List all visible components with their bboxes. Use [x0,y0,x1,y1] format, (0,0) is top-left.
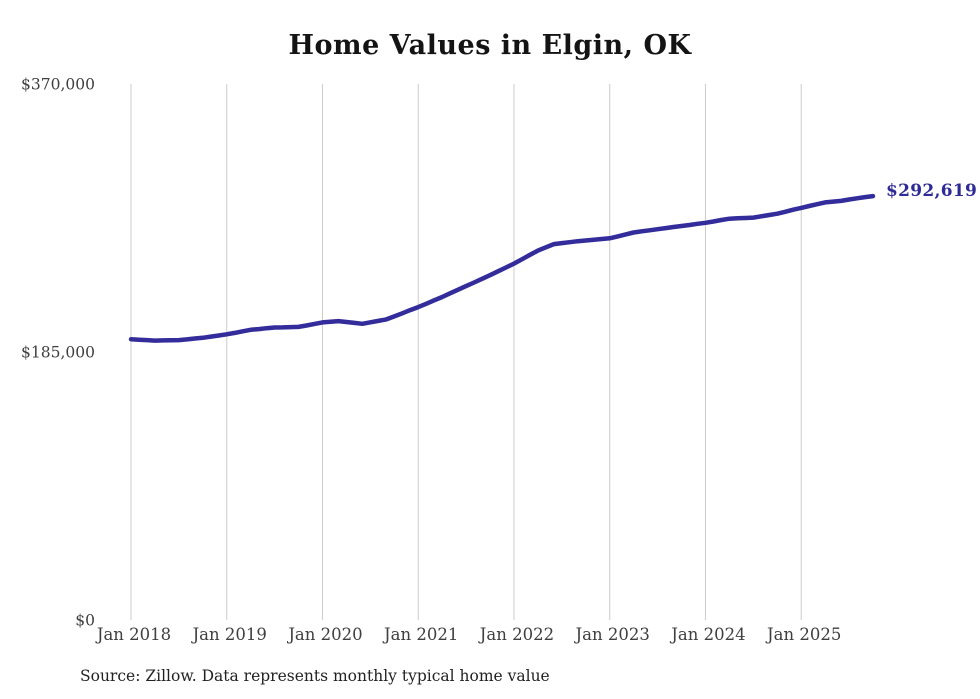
x-axis-tick-label: Jan 2019 [191,625,267,644]
latest-value-label: $292,619 [886,181,978,201]
x-axis-tick-label: Jan 2022 [478,625,554,644]
chart-title: Home Values in Elgin, OK [288,30,692,61]
x-axis-tick-label: Jan 2020 [286,625,362,644]
x-axis-tick-label: Jan 2024 [669,625,745,644]
y-axis-tick-label: $0 [75,612,95,630]
y-axis-tick-label: $185,000 [21,344,95,362]
source-note: Source: Zillow. Data represents monthly … [80,667,550,685]
y-axis-tick-label: $370,000 [21,76,95,94]
x-axis-tick-label: Jan 2021 [382,625,458,644]
home-value-line [128,193,876,343]
x-axis-tick-label: Jan 2023 [574,625,650,644]
x-axis-tick-label: Jan 2018 [95,625,171,644]
x-axis-tick-label: Jan 2025 [765,625,841,644]
